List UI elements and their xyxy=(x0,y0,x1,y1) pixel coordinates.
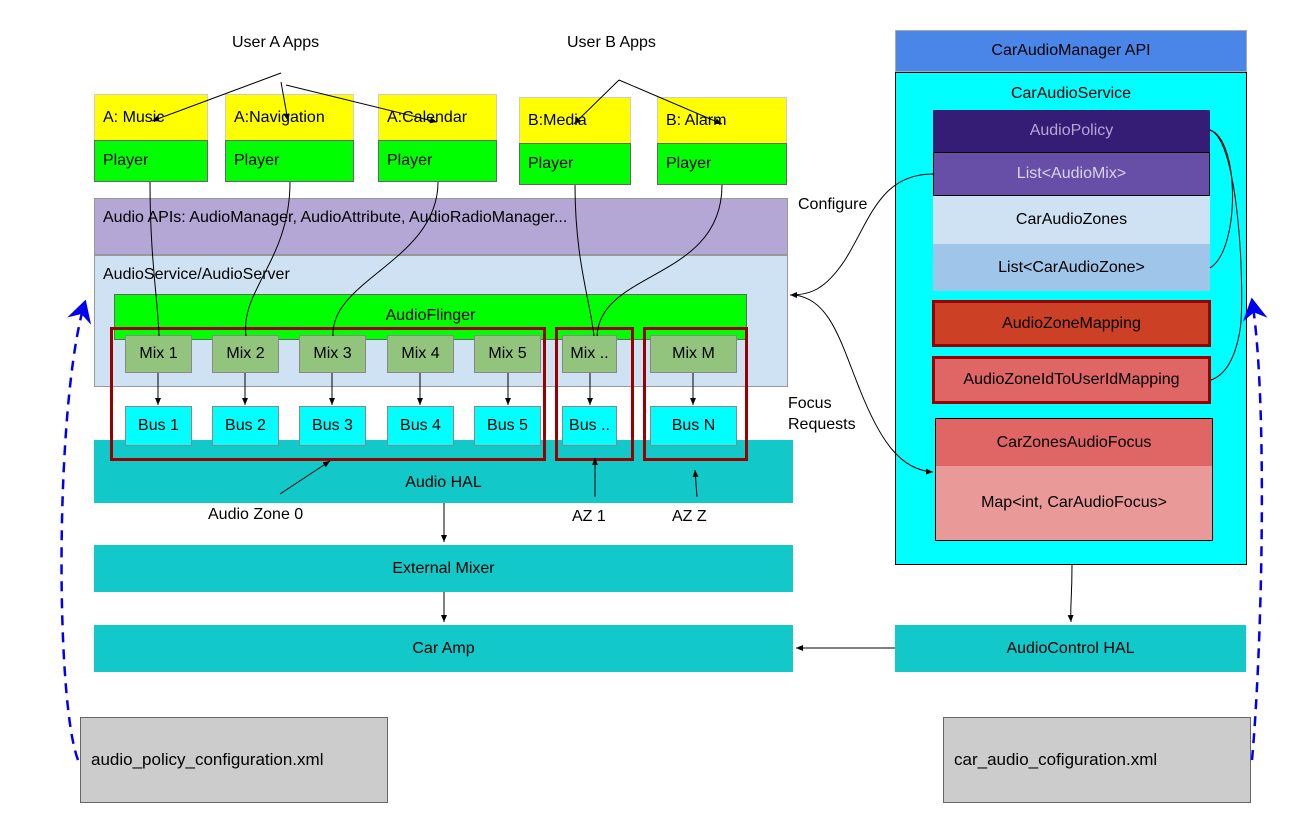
az-1-label: AZ 1 xyxy=(572,508,606,525)
line-media-mix xyxy=(574,184,595,337)
bus-3: Bus 3 xyxy=(299,406,366,446)
az-z-label: AZ Z xyxy=(672,508,707,525)
mix-2: Mix 2 xyxy=(212,335,279,373)
external-mixer: External Mixer xyxy=(94,545,793,592)
arrow-user-a-music xyxy=(151,72,282,122)
bus-1: Bus 1 xyxy=(125,406,192,446)
car-audio-config-dashed-arrow xyxy=(1242,297,1268,761)
focus-label: Focus xyxy=(788,395,832,412)
player-a-music: Player xyxy=(94,140,208,182)
line-service-audiocontrol xyxy=(1067,564,1074,623)
audio-policy: AudioPolicy xyxy=(933,110,1210,152)
pointer-az-z xyxy=(692,469,699,498)
policy-user-link xyxy=(1209,129,1243,381)
bus-n: Bus N xyxy=(650,406,737,446)
mix-m: Mix M xyxy=(650,335,737,373)
list-car-audio-zone: List<CarAudioZone> xyxy=(933,244,1210,291)
configure-label: Configure xyxy=(798,196,868,213)
user-a-apps-label: User A Apps xyxy=(232,34,320,51)
audio-zone-0-outline xyxy=(110,327,546,461)
user-b-apps-label: User B Apps xyxy=(567,34,656,51)
arrow-user-b-media xyxy=(573,79,620,125)
arrow-user-a-calendar xyxy=(285,84,438,124)
audio-policy-config-dashed-arrow xyxy=(60,299,92,761)
mix-more: Mix .. xyxy=(562,335,617,373)
car-audio-configuration-xml: car_audio_cofiguration.xml xyxy=(943,717,1251,803)
line-calendar-mix3 xyxy=(332,181,439,337)
player-b-media: Player xyxy=(519,143,631,185)
mix-4: Mix 4 xyxy=(387,335,454,373)
pointer-zone-0 xyxy=(279,460,331,495)
configure-curve xyxy=(789,173,934,298)
arrow-user-a-navigation xyxy=(280,81,290,122)
audio-hal: Audio HAL xyxy=(94,440,793,503)
list-audio-mix: List<AudioMix> xyxy=(933,152,1210,196)
line-nav-mix2 xyxy=(245,181,291,337)
audio-zone-id-to-user-id-mapping: AudioZoneIdToUserIdMapping xyxy=(932,356,1211,404)
app-a-calendar: A:Calendar xyxy=(378,94,497,141)
player-b-alarm: Player xyxy=(657,143,787,185)
car-audio-manager-api: CarAudioManager API xyxy=(895,30,1247,72)
arrow-user-b-alarm xyxy=(618,79,723,125)
line-music-mix1 xyxy=(149,181,160,337)
mix-5: Mix 5 xyxy=(474,335,541,373)
player-a-navigation: Player xyxy=(225,140,354,182)
line-alarm-mix xyxy=(596,184,723,337)
requests-label: Requests xyxy=(788,416,856,433)
mix-3: Mix 3 xyxy=(299,335,366,373)
app-b-alarm: B: Alarm xyxy=(657,97,787,144)
policy-zone-link xyxy=(1209,129,1233,269)
bus-more: Bus .. xyxy=(562,406,617,446)
player-a-calendar: Player xyxy=(378,140,497,182)
audio-zone-0-label: Audio Zone 0 xyxy=(208,506,304,523)
bus-2: Bus 2 xyxy=(212,406,279,446)
car-audio-zones: CarAudioZones xyxy=(933,196,1210,244)
mix-1: Mix 1 xyxy=(125,335,192,373)
map-car-audio-focus: Map<int, CarAudioFocus> xyxy=(935,466,1213,541)
audio-zone-mapping: AudioZoneMapping xyxy=(932,300,1211,347)
bus-5: Bus 5 xyxy=(474,406,541,446)
app-a-music: A: Music xyxy=(94,94,208,141)
focus-requests-curve xyxy=(794,294,934,475)
bus-4: Bus 4 xyxy=(387,406,454,446)
audio-control-hal: AudioControl HAL xyxy=(895,625,1246,672)
audio-policy-configuration-xml: audio_policy_configuration.xml xyxy=(80,717,388,803)
car-zones-audio-focus: CarZonesAudioFocus xyxy=(935,418,1213,466)
audio-apis-layer: Audio APIs: AudioManager, AudioAttribute… xyxy=(94,198,788,255)
car-amp: Car Amp xyxy=(94,625,793,672)
audio-zone-z-outline xyxy=(643,327,748,461)
